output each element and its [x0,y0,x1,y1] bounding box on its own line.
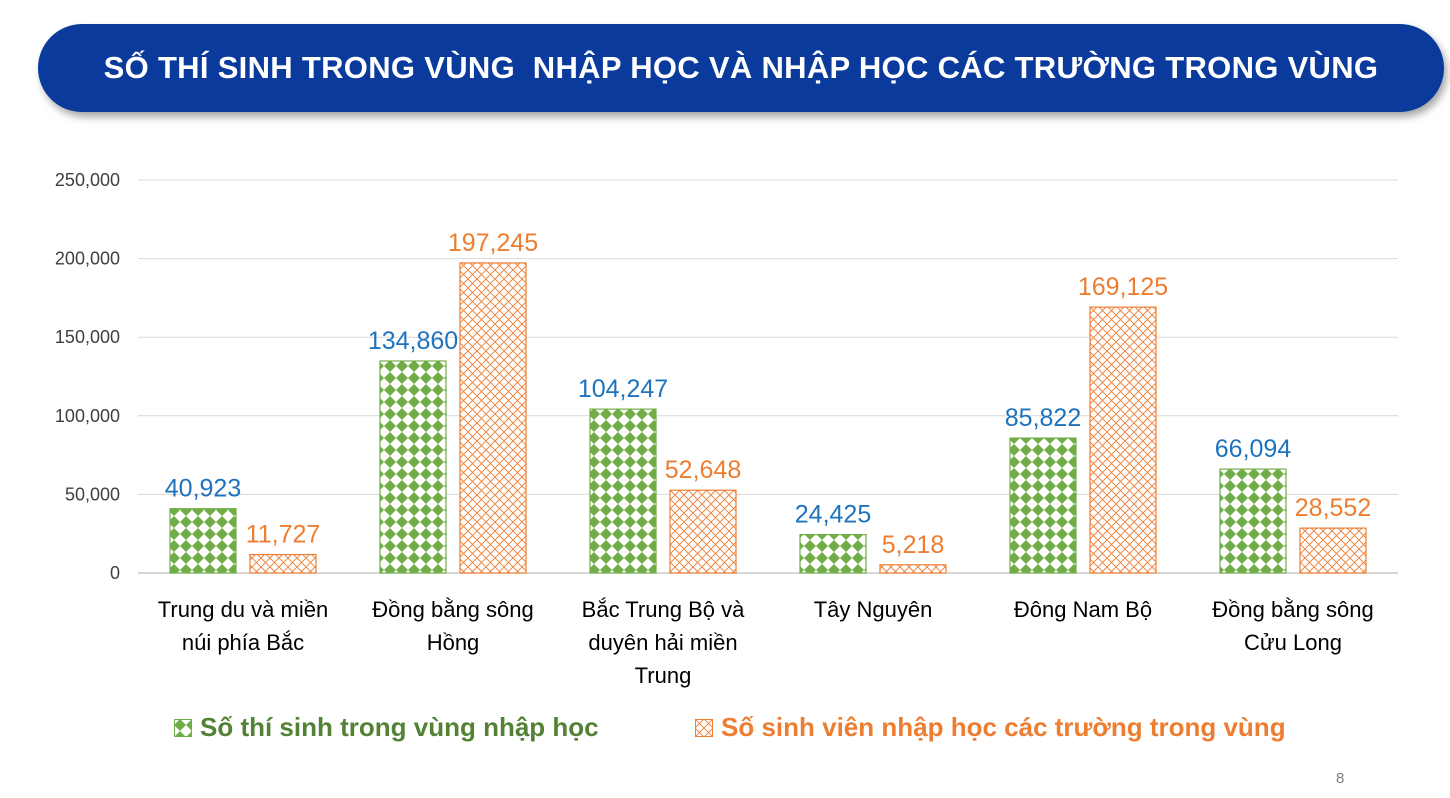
bar-series-2 [1299,527,1367,574]
bar-series-2 [459,262,527,574]
x-category-label: Đông Nam Bộ [1014,597,1152,622]
data-label-series-1: 24,425 [795,501,871,529]
x-category-label-line: Đông Nam Bộ [1014,597,1152,622]
y-tick-label: 50,000 [65,484,120,504]
legend-label-series-2: Số sinh viên nhập học các trường trong v… [721,712,1286,742]
data-label-series-2: 11,727 [246,521,321,549]
data-label-series-2: 169,125 [1078,273,1168,301]
x-category-label-line: duyên hải miền [588,630,737,655]
bar-chart: 0 50,000 100,000 150,000 200,000 250,000 40,9… [55,170,1398,688]
x-category-label-line: núi phía Bắc [182,630,304,655]
bar-series-1 [1009,437,1077,574]
x-category-label-line: Tây Nguyên [814,597,933,622]
x-category-label: Bắc Trung Bộ và duyên hải miền Trung [582,597,745,688]
x-category-label-line: Cửu Long [1244,630,1342,655]
x-category-label-line: Hồng [427,630,480,655]
legend-label-series-1: Số thí sinh trong vùng nhập học [200,712,599,742]
x-category-label: Tây Nguyên [814,597,933,622]
legend-item-series-1: Số thí sinh trong vùng nhập học [174,712,599,743]
x-category-label: Đồng bằng sông Cửu Long [1212,597,1373,655]
bar-series-2 [669,489,737,574]
bar-series-1 [379,360,447,574]
bar-series-2 [1089,306,1157,574]
y-tick-label: 0 [110,563,120,583]
data-label-series-1: 66,094 [1215,435,1292,463]
data-label-series-1: 85,822 [1005,404,1081,432]
legend-item-series-2: Số sinh viên nhập học các trường trong v… [695,712,1286,743]
bar-series-1 [799,534,867,574]
legend-swatch-green-icon [174,718,192,737]
bar-series-1 [1219,468,1287,574]
legend-swatch-orange-icon [695,718,713,737]
x-category-label-line: Đồng bằng sông [1212,597,1373,622]
grid-layer: 0 50,000 100,000 150,000 200,000 250,000 [55,170,1398,583]
data-label-series-1: 104,247 [578,375,668,403]
bar-series-2 [879,564,947,574]
y-tick-label: 200,000 [55,249,120,269]
bars-layer [169,262,1367,574]
title-banner: SỐ THÍ SINH TRONG VÙNG NHẬP HỌC VÀ NHẬP … [38,24,1444,112]
x-category-label: Trung du và miền núi phía Bắc [158,597,328,655]
y-tick-label: 250,000 [55,170,120,190]
x-category-label-line: Đồng bằng sông [372,597,533,622]
data-label-series-2: 28,552 [1295,494,1371,522]
data-label-series-1: 134,860 [368,327,458,355]
bar-series-1 [169,508,237,574]
page-number: 8 [1336,770,1345,787]
data-label-series-2: 197,245 [448,229,538,257]
chart-title: SỐ THÍ SINH TRONG VÙNG NHẬP HỌC VÀ NHẬP … [103,50,1379,85]
x-category-label: Đồng bằng sông Hồng [372,597,533,655]
data-label-series-2: 52,648 [665,456,741,484]
data-label-series-1: 40,923 [165,475,241,503]
bar-series-1 [589,408,657,574]
y-tick-label: 100,000 [55,406,120,426]
x-category-label-line: Trung [635,663,692,688]
bar-series-2 [249,553,317,574]
data-label-series-2: 5,218 [882,531,945,559]
x-category-label-line: Bắc Trung Bộ và [582,597,745,622]
y-tick-label: 150,000 [55,327,120,347]
x-category-label-line: Trung du và miền [158,597,328,622]
